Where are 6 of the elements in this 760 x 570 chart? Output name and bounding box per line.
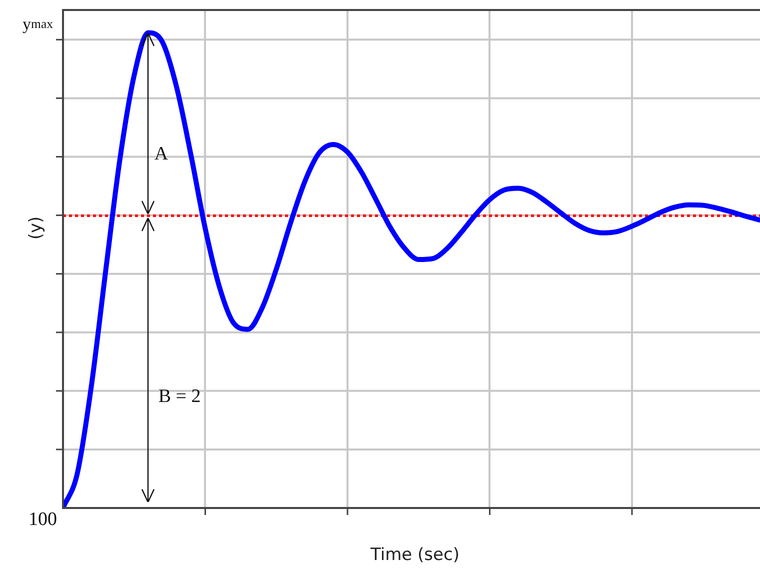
text: ymax [22,14,54,34]
text: 100 [28,508,57,530]
x-axis-title: Time (sec) [370,545,460,565]
annotation: A [154,143,168,164]
y-axis-title: (y) [26,216,46,240]
annotation: B = 2 [158,386,201,407]
